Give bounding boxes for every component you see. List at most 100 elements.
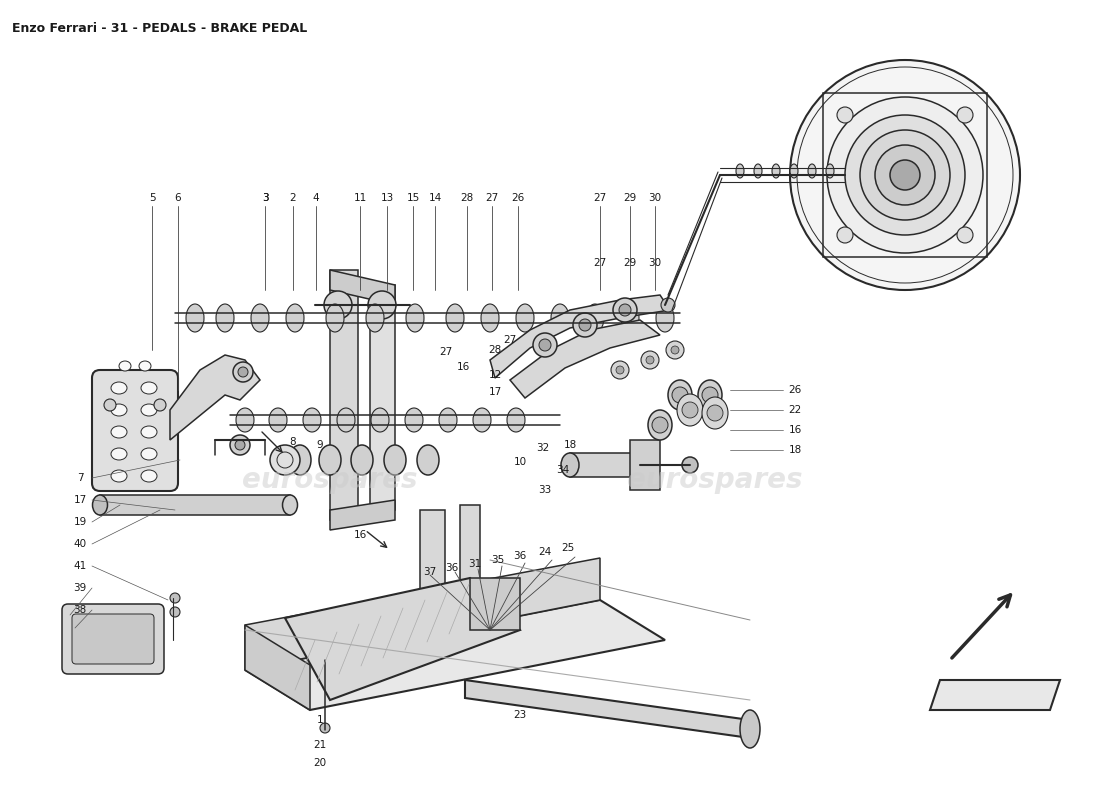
Circle shape	[233, 362, 253, 382]
Text: 28: 28	[461, 193, 474, 203]
Circle shape	[671, 346, 679, 354]
Ellipse shape	[251, 304, 270, 332]
Text: 38: 38	[74, 605, 87, 615]
Ellipse shape	[790, 164, 798, 178]
Text: 3: 3	[262, 193, 268, 203]
Circle shape	[957, 227, 974, 243]
Ellipse shape	[808, 164, 816, 178]
Text: eurospares: eurospares	[242, 466, 418, 494]
Text: 4: 4	[312, 193, 319, 203]
Circle shape	[610, 361, 629, 379]
Ellipse shape	[439, 408, 456, 432]
Ellipse shape	[270, 408, 287, 432]
Ellipse shape	[405, 408, 424, 432]
Text: 28: 28	[488, 345, 502, 355]
Ellipse shape	[286, 304, 304, 332]
Text: 35: 35	[492, 555, 505, 565]
Circle shape	[170, 593, 180, 603]
Ellipse shape	[366, 304, 384, 332]
Circle shape	[702, 387, 718, 403]
Circle shape	[672, 387, 688, 403]
Circle shape	[324, 291, 352, 319]
Ellipse shape	[702, 397, 728, 429]
Ellipse shape	[111, 382, 126, 394]
Text: 16: 16	[353, 530, 366, 540]
Text: 7: 7	[77, 473, 84, 483]
Text: 3: 3	[262, 193, 268, 203]
Text: 22: 22	[789, 405, 802, 415]
Text: 13: 13	[381, 193, 394, 203]
Text: 8: 8	[289, 437, 296, 447]
Ellipse shape	[631, 453, 649, 477]
Circle shape	[874, 145, 935, 205]
Ellipse shape	[772, 164, 780, 178]
Circle shape	[957, 107, 974, 123]
Circle shape	[666, 341, 684, 359]
FancyBboxPatch shape	[92, 370, 178, 491]
Circle shape	[573, 313, 597, 337]
Text: 18: 18	[563, 440, 576, 450]
Ellipse shape	[216, 304, 234, 332]
Circle shape	[270, 445, 300, 475]
Text: eurospares: eurospares	[627, 466, 803, 494]
Polygon shape	[170, 355, 260, 440]
Polygon shape	[330, 270, 358, 520]
Circle shape	[837, 107, 852, 123]
Text: 27: 27	[439, 347, 452, 357]
Circle shape	[104, 399, 116, 411]
Ellipse shape	[586, 304, 604, 332]
Ellipse shape	[481, 304, 499, 332]
Circle shape	[170, 607, 180, 617]
Ellipse shape	[668, 380, 692, 410]
FancyBboxPatch shape	[72, 614, 154, 664]
Text: 27: 27	[593, 193, 606, 203]
Text: 40: 40	[74, 539, 87, 549]
Ellipse shape	[92, 495, 108, 515]
Circle shape	[579, 319, 591, 331]
Text: 18: 18	[789, 445, 802, 455]
Text: 26: 26	[512, 193, 525, 203]
Circle shape	[619, 304, 631, 316]
Ellipse shape	[507, 408, 525, 432]
Ellipse shape	[698, 380, 722, 410]
Circle shape	[368, 291, 396, 319]
Ellipse shape	[351, 445, 373, 475]
Ellipse shape	[417, 445, 439, 475]
Circle shape	[646, 356, 654, 364]
Polygon shape	[460, 505, 480, 630]
Text: 19: 19	[74, 517, 87, 527]
Ellipse shape	[111, 426, 126, 438]
Ellipse shape	[826, 164, 834, 178]
Text: 27: 27	[504, 335, 517, 345]
Ellipse shape	[740, 710, 760, 748]
Ellipse shape	[283, 495, 297, 515]
Text: 10: 10	[514, 457, 527, 467]
Text: 34: 34	[557, 465, 570, 475]
Text: 17: 17	[74, 495, 87, 505]
Text: 39: 39	[74, 583, 87, 593]
Text: 9: 9	[317, 440, 323, 450]
Polygon shape	[465, 680, 750, 738]
Polygon shape	[100, 495, 290, 515]
Polygon shape	[930, 680, 1060, 710]
Ellipse shape	[141, 382, 157, 394]
Ellipse shape	[621, 304, 639, 332]
Text: 27: 27	[593, 258, 606, 268]
Polygon shape	[490, 295, 670, 378]
Polygon shape	[630, 440, 660, 490]
Circle shape	[652, 417, 668, 433]
Ellipse shape	[139, 361, 151, 371]
Ellipse shape	[141, 470, 157, 482]
Text: 6: 6	[175, 193, 182, 203]
Ellipse shape	[516, 304, 534, 332]
Ellipse shape	[648, 410, 672, 440]
Circle shape	[320, 658, 330, 668]
Ellipse shape	[446, 304, 464, 332]
Circle shape	[641, 351, 659, 369]
Circle shape	[682, 457, 698, 473]
Ellipse shape	[236, 408, 254, 432]
Text: 27: 27	[485, 193, 498, 203]
Ellipse shape	[406, 304, 424, 332]
Text: 31: 31	[469, 559, 482, 569]
Text: 21: 21	[314, 740, 327, 750]
